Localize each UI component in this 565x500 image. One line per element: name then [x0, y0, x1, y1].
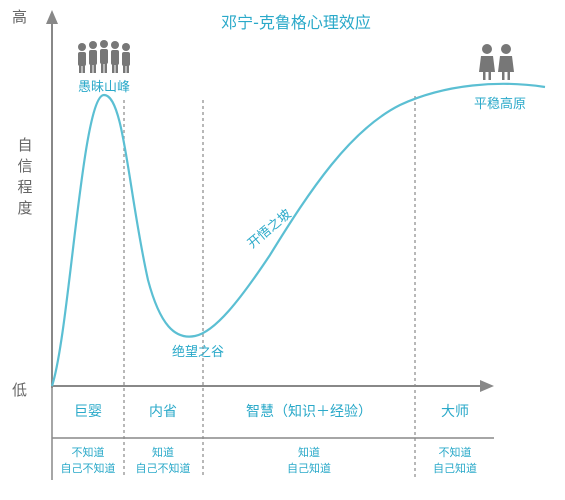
stage-name: 巨婴 — [74, 404, 102, 420]
stage-desc-line1: 知道 — [152, 445, 174, 459]
stage-desc-line2: 自己知道 — [433, 461, 477, 475]
crowd-icon — [78, 40, 130, 73]
stage-name: 大师 — [441, 404, 469, 420]
y-axis-label-char: 度 — [17, 199, 32, 217]
diagram-title: 邓宁-克鲁格心理效应 — [221, 13, 371, 32]
y-axis-label-char: 信 — [17, 157, 32, 175]
confidence-curve — [50, 82, 546, 387]
stage-desc-line2: 自己不知道 — [61, 461, 116, 475]
stage-name: 智慧（知识＋经验） — [246, 403, 372, 420]
peak-label: 愚昧山峰 — [78, 80, 130, 95]
y-axis-label-char: 自 — [17, 136, 32, 154]
stage-desc-line1: 不知道 — [72, 445, 105, 459]
y-axis-arrow — [46, 10, 58, 24]
x-axis-arrow — [480, 380, 494, 392]
stage-desc-line1: 不知道 — [439, 445, 472, 459]
pair-icon — [479, 44, 514, 80]
y-axis-label-char: 程 — [17, 178, 32, 196]
stage-desc-line1: 知道 — [298, 445, 320, 459]
stage-desc-line2: 自己不知道 — [136, 461, 191, 475]
valley-label: 绝望之谷 — [172, 344, 224, 360]
stage-name: 内省 — [149, 404, 177, 420]
y-high-label: 高 — [12, 8, 27, 26]
y-low-label: 低 — [12, 381, 27, 399]
plateau-label: 平稳高原 — [474, 96, 526, 112]
stage-desc-line2: 自己知道 — [287, 461, 331, 475]
